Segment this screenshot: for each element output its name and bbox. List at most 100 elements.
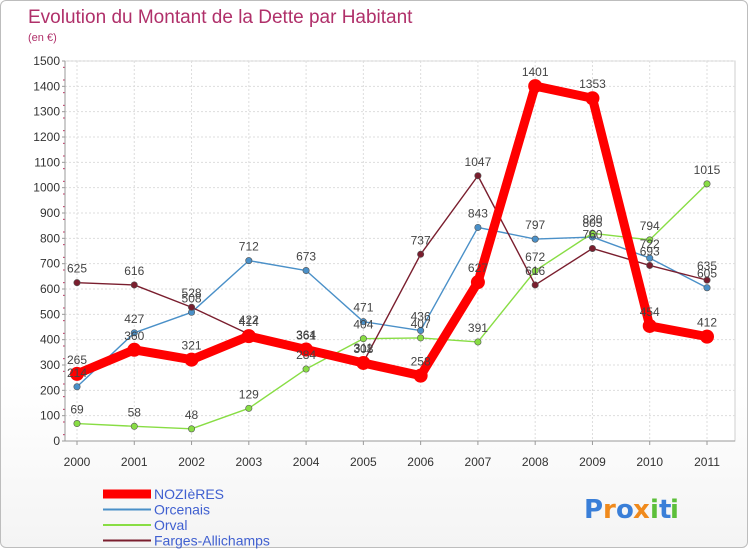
legend-label: NOZIèRES (154, 486, 224, 502)
data-point (474, 223, 482, 231)
data-point (470, 275, 485, 290)
y-tick-label: 900 (40, 206, 60, 220)
data-point (188, 303, 196, 311)
data-point (241, 329, 256, 344)
data-label: 391 (468, 321, 488, 335)
x-tick-label: 2005 (350, 455, 377, 469)
data-label: 265 (67, 353, 87, 367)
data-label: 508 (182, 291, 202, 305)
data-point (245, 404, 253, 412)
data-point (359, 335, 367, 343)
x-tick-label: 2010 (636, 455, 663, 469)
data-point (700, 329, 714, 344)
logo-letter: P (584, 495, 603, 525)
data-point (417, 327, 425, 335)
y-tick-label: 1200 (33, 130, 60, 144)
data-label: 693 (640, 244, 660, 258)
data-point (703, 180, 711, 188)
y-tick-label: 0 (53, 434, 60, 448)
y-tick-label: 100 (40, 409, 60, 423)
logo-letter: x (633, 495, 650, 525)
data-label: 1353 (579, 77, 606, 91)
data-label: 820 (582, 212, 602, 226)
data-point (642, 318, 657, 333)
series-line-0 (72, 81, 712, 381)
data-point (646, 261, 654, 269)
y-tick-label: 300 (40, 358, 60, 372)
chart-subtitle: (en €) (28, 32, 57, 44)
chart-title: Evolution du Montant de la Dette par Hab… (28, 7, 413, 28)
data-label: 635 (697, 259, 717, 273)
logo-letter: i (650, 495, 659, 525)
data-label: 308 (353, 342, 373, 356)
data-point (130, 422, 138, 430)
data-label: 361 (296, 329, 316, 343)
data-label: 129 (239, 387, 259, 401)
data-point (531, 267, 539, 275)
data-point (646, 254, 654, 262)
data-label: 311 (354, 341, 373, 355)
x-tick-label: 2002 (178, 455, 205, 469)
plot-area (64, 60, 736, 442)
data-label: 605 (697, 267, 717, 281)
data-point (585, 91, 600, 106)
data-label: 58 (128, 405, 142, 419)
y-tick-label: 200 (40, 383, 60, 397)
data-point (588, 244, 596, 252)
data-label: 404 (353, 318, 373, 332)
y-tick-label: 1100 (34, 155, 60, 169)
y-tick-label: 400 (40, 333, 60, 347)
x-tick-label: 2007 (465, 455, 492, 469)
data-point (417, 334, 425, 342)
y-tick-label: 700 (40, 257, 60, 271)
series-line-2 (76, 183, 708, 430)
data-point (73, 420, 81, 428)
y-tick-label: 1000 (33, 181, 60, 195)
x-tick-label: 2011 (694, 455, 720, 469)
data-label: 528 (182, 286, 202, 300)
data-label: 454 (640, 305, 660, 319)
x-tick-label: 2003 (235, 455, 262, 469)
data-point (531, 235, 539, 243)
data-label: 805 (582, 216, 602, 230)
data-point (588, 229, 596, 237)
data-labels: 265 360 321 414 361 308 258 627 1401 1353 454 412 21… (67, 65, 721, 422)
logo-letter: r (603, 495, 616, 525)
data-point (474, 172, 482, 180)
data-point (188, 425, 196, 433)
data-label: 1015 (694, 163, 721, 177)
data-point (528, 79, 543, 94)
data-label: 214 (67, 366, 87, 380)
logo-letter: t (659, 495, 671, 525)
data-label: 258 (411, 355, 431, 369)
data-point (127, 342, 142, 357)
data-point (531, 281, 539, 289)
data-label: 737 (411, 233, 431, 247)
x-tick-label: 2001 (121, 455, 148, 469)
data-label: 422 (239, 313, 259, 327)
data-label: 712 (239, 240, 259, 254)
data-point (474, 338, 482, 346)
data-label: 625 (67, 262, 87, 276)
x-tick-label: 2000 (64, 455, 91, 469)
data-point (302, 267, 310, 275)
data-label: 471 (353, 301, 373, 315)
series-line-1 (76, 226, 708, 388)
data-point (73, 383, 81, 391)
data-point (70, 366, 84, 381)
series-line-3 (76, 175, 708, 363)
data-label: 48 (185, 408, 199, 422)
x-tick-label: 2008 (522, 455, 549, 469)
data-point (356, 355, 371, 370)
data-label: 672 (525, 250, 545, 264)
logo-letter: i (670, 495, 679, 525)
logo-letter: o (616, 495, 634, 525)
y-tick-label: 600 (40, 282, 60, 296)
data-label: 414 (239, 315, 259, 329)
data-label: 797 (525, 218, 545, 232)
data-label: 760 (582, 227, 602, 241)
data-point (302, 365, 310, 373)
data-label: 69 (70, 403, 84, 417)
